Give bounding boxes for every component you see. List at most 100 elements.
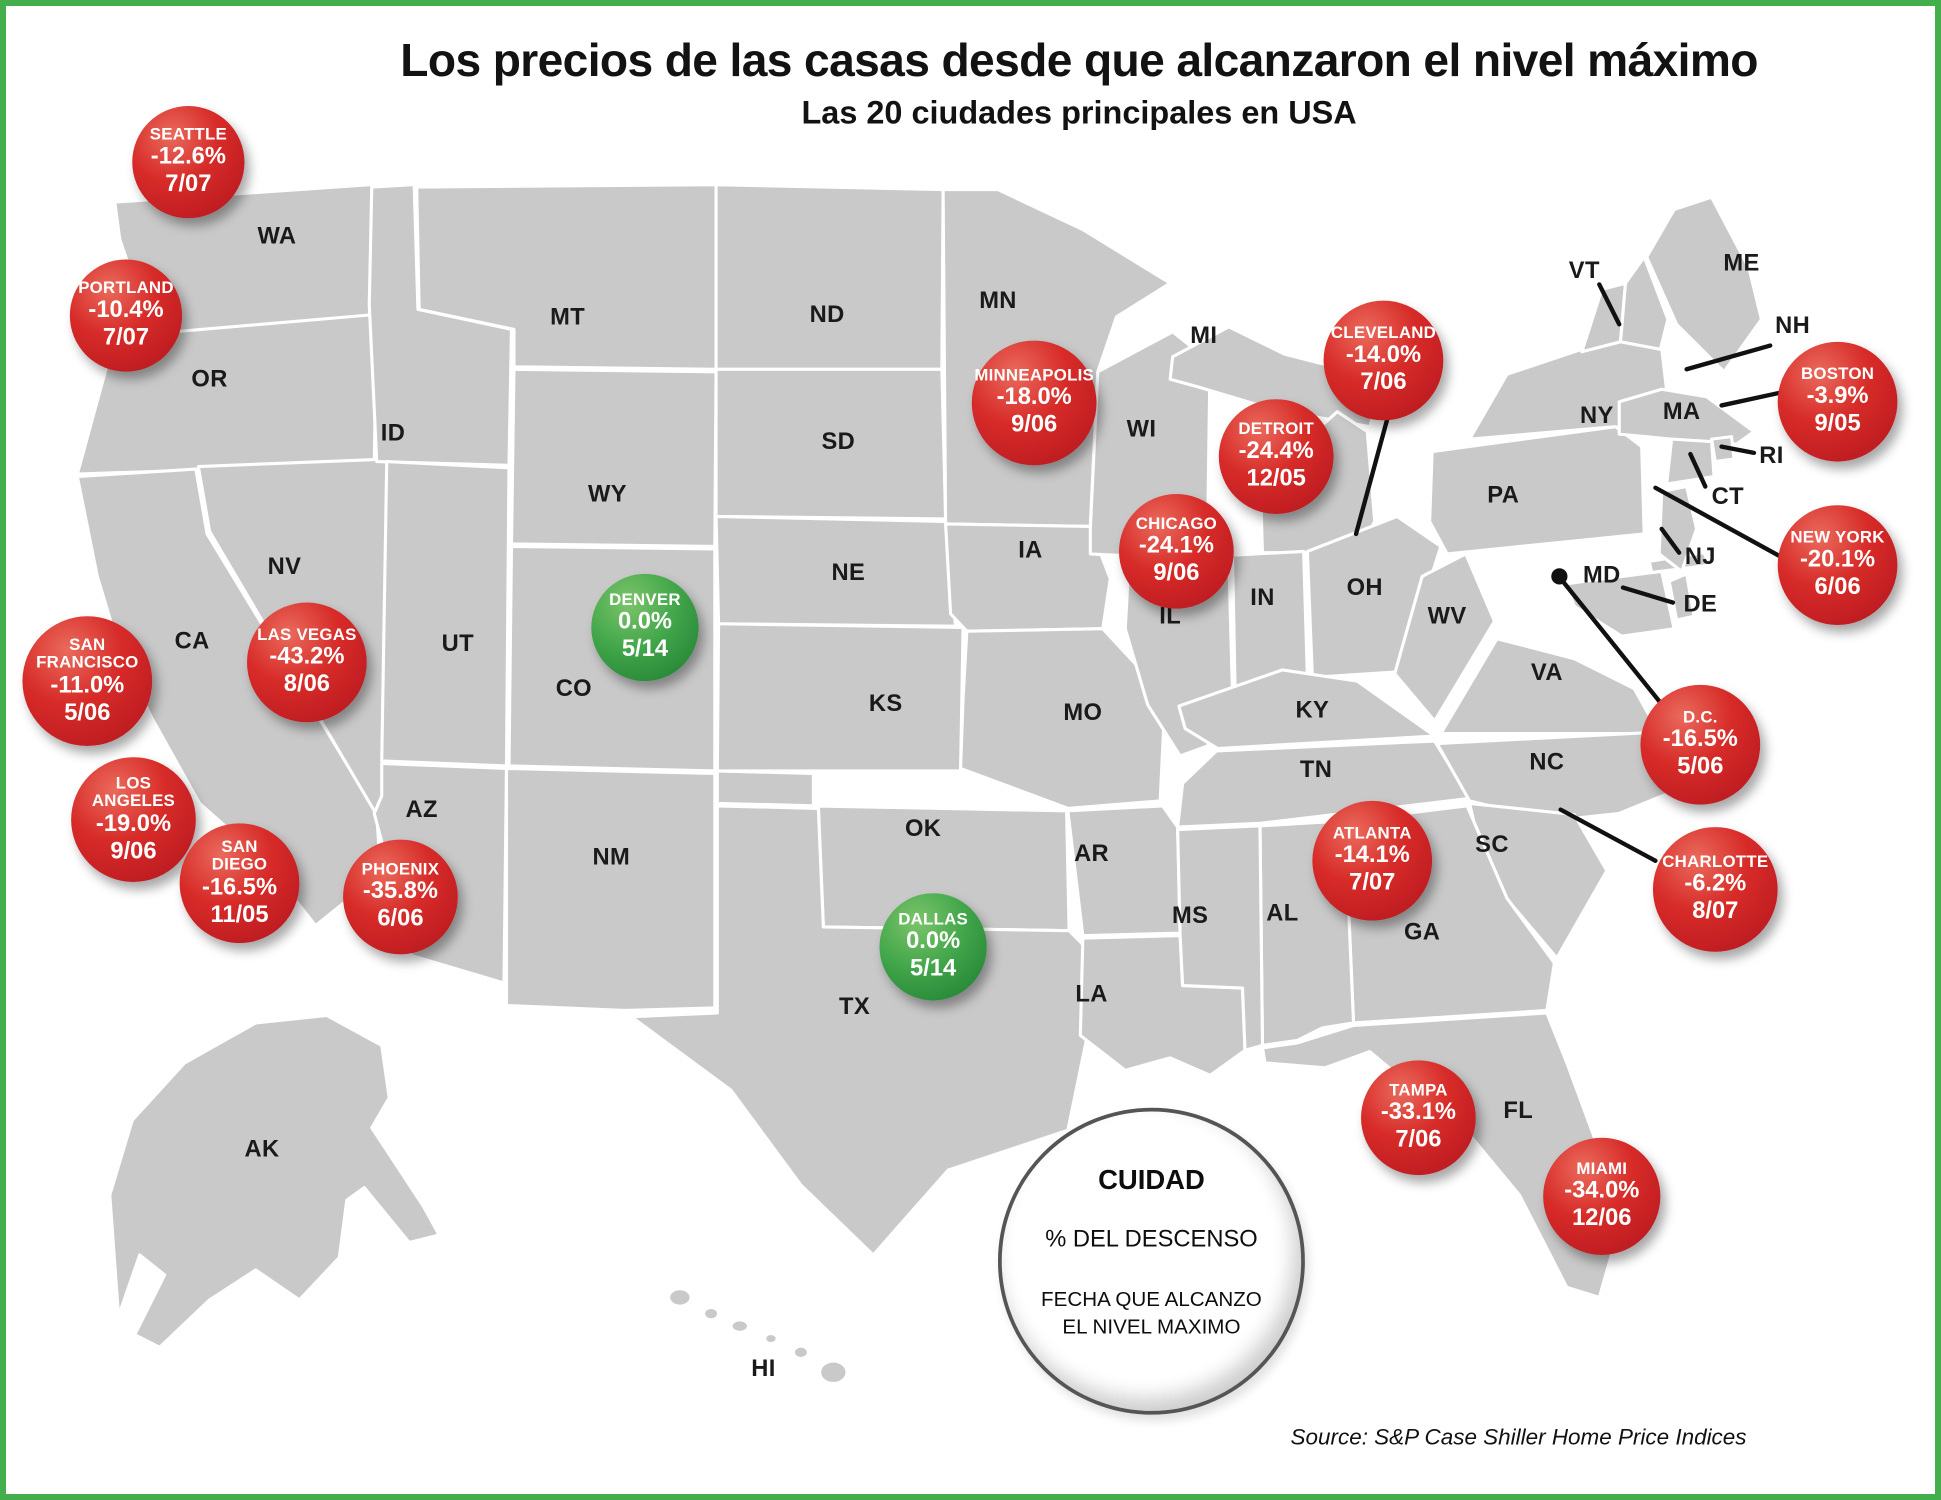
city-name-las-vegas: LAS VEGAS xyxy=(257,624,357,644)
city-pct-tampa: -33.1% xyxy=(1380,1099,1456,1126)
leader-line-dc xyxy=(1559,577,1662,704)
state-shape-nm xyxy=(504,766,717,1013)
city-badge-dc: D.C. -16.5% 5/06 xyxy=(1640,684,1761,805)
city-peak-date-atlanta: 7/07 xyxy=(1349,869,1396,896)
city-name-cleveland: CLEVELAND xyxy=(1330,322,1437,342)
state-label-in: IN xyxy=(1250,585,1275,612)
city-peak-date-tampa: 7/06 xyxy=(1395,1126,1442,1153)
city-pct-cleveland: -14.0% xyxy=(1345,342,1422,369)
city-peak-date-detroit: 12/05 xyxy=(1246,465,1306,492)
city-name-charlotte: CHARLOTTE xyxy=(1662,851,1769,871)
city-name-los-angeles: LOS ANGELES xyxy=(91,772,176,810)
city-pct-san-francisco: -11.0% xyxy=(50,672,125,699)
city-badge-seattle: SEATTLE -12.6% 7/07 xyxy=(132,106,245,219)
state-label-ia: IA xyxy=(1018,537,1043,564)
city-name-atlanta: ATLANTA xyxy=(1332,823,1412,842)
city-peak-date-denver: 5/14 xyxy=(621,636,669,663)
city-pct-atlanta: -14.1% xyxy=(1334,842,1410,869)
city-peak-date-los-angeles: 9/06 xyxy=(110,837,157,864)
leader-line-nh xyxy=(1684,343,1773,372)
state-label-ne: NE xyxy=(831,560,866,587)
state-label-ri: RI xyxy=(1759,442,1784,470)
city-peak-date-chicago: 9/06 xyxy=(1153,560,1200,587)
state-label-nh: NH xyxy=(1775,313,1811,340)
city-name-tampa: TAMPA xyxy=(1389,1080,1448,1099)
state-label-nm: NM xyxy=(592,844,631,871)
city-peak-date-san-francisco: 5/06 xyxy=(64,699,111,726)
page-title: Los precios de las casas desde que alcan… xyxy=(400,34,1758,87)
state-shape-wy xyxy=(509,367,718,548)
city-badge-tampa: TAMPA -33.1% 7/06 xyxy=(1361,1060,1476,1176)
city-name-minneapolis: MINNEAPOLIS xyxy=(974,365,1095,385)
state-label-fl: FL xyxy=(1503,1097,1534,1124)
leader-line-cleveland xyxy=(1353,416,1390,537)
state-shape-ms xyxy=(1176,824,1265,1052)
state-label-nv: NV xyxy=(267,553,302,581)
state-shape-ks xyxy=(715,622,965,773)
city-name-seattle: SEATTLE xyxy=(149,124,227,144)
state-label-wa: WA xyxy=(257,223,297,250)
city-pct-portland: -10.4% xyxy=(88,297,164,324)
state-shape-ky xyxy=(1177,668,1437,751)
city-name-phoenix: PHOENIX xyxy=(361,859,440,879)
state-label-nj: NJ xyxy=(1684,543,1716,571)
state-label-sc: SC xyxy=(1475,832,1509,859)
city-peak-date-las-vegas: 8/06 xyxy=(283,671,330,698)
city-badge-minneapolis: MINNEAPOLIS -18.0% 9/06 xyxy=(971,340,1097,466)
leader-line-boston xyxy=(1719,390,1782,408)
city-peak-date-miami: 12/06 xyxy=(1572,1205,1632,1232)
legend-pct-label: % DEL DESCENSO xyxy=(1045,1226,1258,1253)
state-label-pa: PA xyxy=(1487,482,1520,509)
city-name-new-york: NEW YORK xyxy=(1790,527,1885,547)
state-shape-pa xyxy=(1428,425,1646,556)
city-pct-miami: -34.0% xyxy=(1564,1178,1640,1205)
leader-line-ri xyxy=(1719,444,1757,456)
city-badge-cleveland: CLEVELAND -14.0% 7/06 xyxy=(1323,300,1444,421)
state-label-ct: CT xyxy=(1711,484,1744,511)
state-label-nc: NC xyxy=(1529,749,1565,776)
state-shape-ut xyxy=(380,460,511,768)
city-pct-las-vegas: -43.2% xyxy=(269,644,345,671)
city-pct-los-angeles: -19.0% xyxy=(95,810,172,837)
city-pct-san-diego: -16.5% xyxy=(201,874,278,901)
city-pct-phoenix: -35.8% xyxy=(362,878,438,905)
state-label-ut: UT xyxy=(441,631,475,658)
state-label-vt: VT xyxy=(1568,258,1600,285)
state-label-ks: KS xyxy=(868,691,903,718)
city-badge-las-vegas: LAS VEGAS -43.2% 8/06 xyxy=(247,602,367,723)
city-pct-seattle: -12.6% xyxy=(150,144,226,171)
state-label-mt: MT xyxy=(550,304,586,331)
city-name-san-diego: SAN DIEGO xyxy=(211,836,268,874)
legend-city-label: CUIDAD xyxy=(1098,1163,1205,1196)
city-pct-boston: -3.9% xyxy=(1806,383,1869,410)
city-name-chicago: CHICAGO xyxy=(1135,513,1218,533)
state-shape-de xyxy=(1667,572,1696,622)
state-shape-nd xyxy=(714,183,945,371)
state-label-wv: WV xyxy=(1427,603,1467,630)
city-pct-charlotte: -6.2% xyxy=(1684,871,1747,898)
state-label-mi: MI xyxy=(1190,323,1218,350)
legend-date-label: FECHA QUE ALCANZO EL NIVEL MAXIMO xyxy=(1041,1288,1262,1339)
city-peak-date-boston: 9/05 xyxy=(1814,410,1861,437)
city-pct-denver: 0.0% xyxy=(617,609,672,636)
city-name-boston: BOSTON xyxy=(1800,364,1875,383)
state-label-ma: MA xyxy=(1662,399,1701,426)
city-name-dc: D.C. xyxy=(1682,707,1718,726)
state-label-tn: TN xyxy=(1299,757,1333,784)
state-label-oh: OH xyxy=(1346,575,1383,602)
city-pct-minneapolis: -18.0% xyxy=(996,384,1072,411)
state-label-or: OR xyxy=(191,366,228,393)
city-pct-dc: -16.5% xyxy=(1662,726,1738,753)
state-label-wi: WI xyxy=(1126,416,1157,443)
city-badge-phoenix: PHOENIX -35.8% 6/06 xyxy=(343,839,458,955)
state-label-ms: MS xyxy=(1171,903,1209,930)
city-badge-los-angeles: LOS ANGELES -19.0% 9/06 xyxy=(71,757,196,882)
city-peak-date-dc: 5/06 xyxy=(1677,753,1724,780)
city-pct-detroit: -24.4% xyxy=(1238,438,1314,465)
legend-circle: CUIDAD % DEL DESCENSO FECHA QUE ALCANZO … xyxy=(997,1107,1305,1415)
leader-line-ct xyxy=(1688,451,1708,489)
city-badge-san-francisco: SAN FRANCISCO -11.0% 5/06 xyxy=(22,616,153,747)
state-label-ar: AR xyxy=(1074,840,1110,868)
city-badge-portland: PORTLAND -10.4% 7/07 xyxy=(69,259,183,372)
